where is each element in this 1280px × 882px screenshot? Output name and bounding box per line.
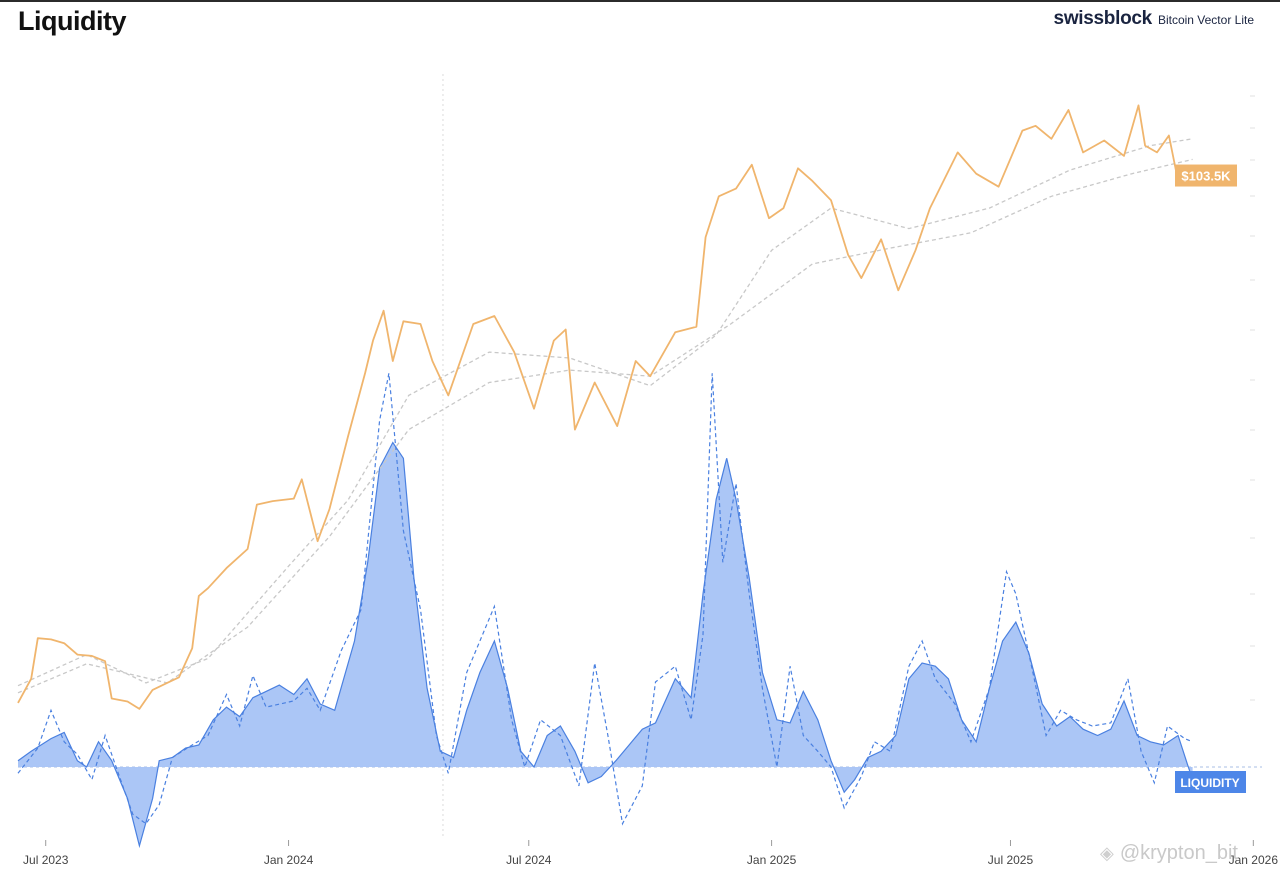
x-tick-label: Jul 2025	[988, 853, 1034, 867]
price-ma-line	[17, 138, 1193, 687]
watermark-text: @krypton_bit	[1119, 842, 1238, 864]
liquidity-line	[17, 441, 1194, 849]
liquidity-label: LIQUIDITY	[1180, 776, 1239, 790]
price-line	[17, 104, 1194, 710]
liquidity-area	[18, 442, 1193, 846]
x-tick-label: Jul 2024	[506, 853, 552, 867]
liquidity-label-bg	[1175, 771, 1246, 793]
chart-title: Liquidity	[18, 6, 126, 36]
liquidity-signal-line	[17, 373, 1193, 826]
brand-product: Bitcoin Vector Lite	[1157, 13, 1254, 27]
x-tick-label: Jan 2024	[264, 853, 314, 867]
price-ma-line	[17, 158, 1193, 694]
watermark-logo-icon: ◈	[1100, 843, 1114, 863]
top-border	[0, 0, 1280, 2]
x-tick-label: Jan 2025	[747, 853, 797, 867]
brand-logo: swissblock	[1053, 8, 1153, 29]
watermark: ◈ @krypton_bit	[1100, 842, 1238, 865]
price-label: $103.5K	[1181, 169, 1231, 184]
price-label-bg	[1175, 164, 1237, 187]
x-tick-label: Jul 2023	[23, 853, 69, 867]
x-tick-label: Jan 2026	[1229, 853, 1279, 867]
brand: swissblock Bitcoin Vector Lite	[1054, 8, 1254, 30]
